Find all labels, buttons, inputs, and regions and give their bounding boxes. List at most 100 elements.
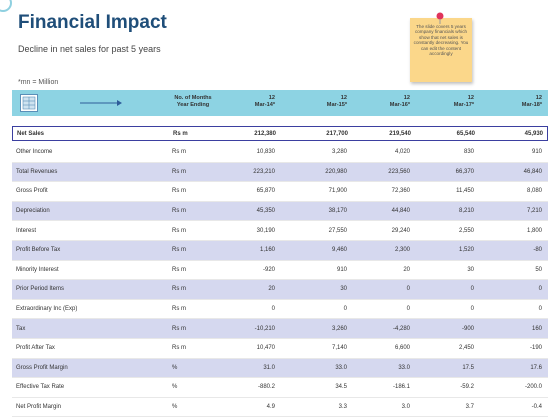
row-value: 3.7: [465, 404, 474, 411]
row-value: -59.2: [460, 384, 474, 391]
row-value: 0: [343, 306, 347, 313]
row-value: 910: [531, 149, 542, 156]
table-row: Net Profit Margin% 4.9 3.3 3.0 3.7 -0.4: [12, 398, 548, 418]
row-value: -10,210: [254, 325, 275, 332]
row-value: 223,560: [388, 168, 410, 175]
row-label: Prior Period Items: [16, 286, 65, 293]
header-column: 12 Mar-17*: [424, 95, 474, 109]
page-subtitle: Decline in net sales for past 5 years: [18, 44, 161, 54]
row-value: 219,540: [389, 130, 411, 137]
table-row: Profit Before Tax Rs m 1,160 9,460 2,300 1,52…: [12, 240, 548, 261]
row-label: Net Profit Margin: [16, 404, 62, 411]
table-row: Tax Rs m -10,210 3,260 -4,280 -900 160: [12, 319, 548, 339]
row-value: 10,470: [256, 345, 275, 352]
row-label: Interest: [16, 227, 37, 234]
row-unit: %: [172, 384, 178, 391]
row-value: 46,840: [523, 168, 542, 175]
row-value: -80: [533, 247, 542, 254]
row-value: 44,840: [391, 208, 410, 215]
row-value: 30: [340, 286, 347, 293]
row-value: 0: [271, 306, 275, 313]
sticky-note: The slide covers 5 years company financi…: [410, 18, 472, 82]
header-period: Mar-16*: [389, 102, 410, 108]
table-row: Interest Rs m 30,190 27,550 29,240 2,550 1,800: [12, 221, 548, 241]
row-label: Profit After Tax: [16, 345, 55, 352]
unit-note: *mn = Million: [18, 79, 59, 86]
row-value: 65,540: [456, 130, 475, 137]
row-value: 2,550: [458, 227, 474, 234]
row-label: Extraordinary Inc (Exp): [16, 306, 78, 313]
row-value: 0: [538, 306, 542, 313]
row-value: 8,080: [526, 188, 542, 195]
corner-decoration: [0, 0, 12, 12]
row-value: 220,980: [325, 168, 347, 175]
table-row: Net Sales Rs m 212,380 217,700 219,540 65,540…: [12, 126, 548, 141]
row-unit: Rs m: [172, 168, 186, 175]
row-value: 27,550: [328, 227, 347, 234]
row-value: -186.1: [392, 384, 410, 391]
row-value: 2,300: [394, 247, 410, 254]
table-row: Depreciation Rs m 45,350 38,170 44,840 8,210 7…: [12, 201, 548, 222]
table-row: Prior Period Items Rs m 20 30 0 0 0: [12, 280, 548, 300]
row-value: 20: [268, 286, 275, 293]
header-months: 12: [340, 95, 347, 101]
table-row: Total Revenues Rs m 223,210 220,980 223,560 6…: [12, 162, 548, 183]
row-spacer: [12, 116, 548, 124]
row-value: 1,520: [458, 247, 474, 254]
table-row: Minority Interest Rs m -920 910 20 30 50: [12, 261, 548, 281]
row-value: 30: [467, 266, 474, 273]
row-value: 212,380: [254, 130, 276, 137]
row-value: 31.0: [263, 364, 275, 371]
row-unit: Rs m: [172, 227, 186, 234]
row-value: 7,140: [331, 345, 347, 352]
row-unit: Rs m: [172, 325, 186, 332]
row-label: Effective Tax Rate: [16, 384, 65, 391]
row-label: Total Revenues: [16, 168, 58, 175]
row-unit: Rs m: [172, 286, 186, 293]
table-row: Other Income Rs m 10,830 3,280 4,020 830 910: [12, 143, 548, 163]
row-value: 3,260: [331, 325, 347, 332]
row-value: 2,450: [458, 345, 474, 352]
row-value: -200.0: [524, 384, 542, 391]
header-period: Mar-14*: [254, 102, 275, 108]
row-value: 33.0: [398, 364, 410, 371]
header-months: 12: [535, 95, 542, 101]
row-value: 223,210: [253, 168, 275, 175]
row-value: 71,900: [328, 188, 347, 195]
row-label: Gross Profit Margin: [16, 364, 68, 371]
row-value: 6,600: [394, 345, 410, 352]
row-value: 910: [336, 266, 347, 273]
sticky-note-text: The slide covers 5 years company financi…: [413, 24, 469, 57]
row-value: 20: [403, 266, 410, 273]
table-header: No. of Months Year Ending 12 Mar-14* 12 Mar…: [12, 90, 548, 116]
row-unit: Rs m: [172, 188, 186, 195]
header-months: 12: [403, 95, 410, 101]
row-value: -190: [529, 345, 542, 352]
row-value: -880.2: [257, 384, 275, 391]
table-row: Effective Tax Rate% -880.2 34.5 -186.1 -59.2…: [12, 378, 548, 398]
row-value: 217,700: [326, 130, 348, 137]
header-column: 12 Mar-16*: [360, 95, 410, 109]
row-value: 1,800: [526, 227, 542, 234]
header-months: 12: [467, 95, 474, 101]
page-title: Financial Impact: [18, 12, 167, 33]
row-value: 33.0: [335, 364, 347, 371]
table-row: Gross Profit Margin% 31.0 33.0 33.0 17.5 17.6: [12, 358, 548, 379]
row-value: 45,350: [256, 208, 275, 215]
header-column: 12 Mar-15*: [297, 95, 347, 109]
table-row: Gross Profit Rs m 65,870 71,900 72,360 11,450…: [12, 182, 548, 202]
row-value: 17.6: [530, 364, 542, 371]
row-label: Depreciation: [16, 208, 50, 215]
row-value: 11,450: [456, 188, 474, 195]
row-value: 0: [538, 286, 542, 293]
row-unit: Rs m: [172, 306, 186, 313]
header-period: Mar-17*: [453, 102, 474, 108]
row-value: 3,280: [331, 149, 347, 156]
financial-table: No. of Months Year Ending 12 Mar-14* 12 Mar…: [12, 90, 548, 418]
row-value: 38,170: [328, 208, 347, 215]
right-arrow-icon: [80, 100, 122, 106]
table-icon: [20, 94, 38, 112]
row-value: 30,190: [256, 227, 275, 234]
row-value: 3.0: [401, 404, 410, 411]
row-value: 7,210: [526, 208, 542, 215]
